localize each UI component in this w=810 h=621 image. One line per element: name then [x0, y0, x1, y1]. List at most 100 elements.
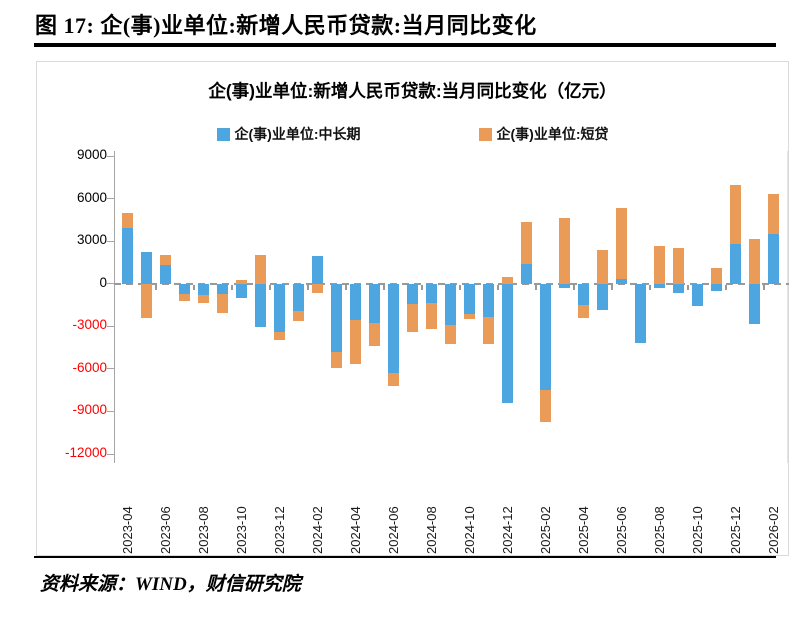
bar-medium-long-term [578, 283, 590, 306]
y-axis-label: -9000 [72, 402, 107, 418]
bar-medium-long-term [407, 283, 419, 304]
bar-short-term-loan [749, 238, 761, 284]
x-axis-tick [383, 284, 386, 290]
bar-short-term-loan [426, 302, 438, 330]
page-title: 图 17: 企(事)业单位:新增人民币贷款:当月同比变化 [35, 13, 537, 38]
bar-medium-long-term [654, 283, 666, 289]
bar-medium-long-term [160, 264, 172, 284]
y-axis-label: -12000 [64, 445, 107, 460]
x-axis-label: 2025-08 [651, 506, 667, 554]
legend-swatch-icon [216, 127, 230, 141]
x-axis-tick [611, 284, 614, 290]
bar-medium-long-term [122, 228, 134, 284]
bar-short-term-loan [198, 295, 210, 303]
bar-medium-long-term [559, 283, 571, 288]
chart-title: 企(事)业单位:新增人民币贷款:当月同比变化（亿元） [208, 81, 617, 101]
bar-medium-long-term [198, 283, 210, 296]
bar-short-term-loan [160, 254, 172, 265]
x-axis-label: 2024-06 [385, 506, 401, 554]
y-axis-label: 9000 [76, 147, 107, 162]
y-axis-label: -3000 [72, 317, 107, 333]
legend-item: 企(事)业单位:短贷 [478, 124, 609, 144]
plot-right-border [787, 151, 788, 463]
bar-medium-long-term [426, 283, 438, 303]
bar-short-term-loan [445, 324, 457, 345]
bar-short-term-loan [407, 303, 419, 332]
bar-short-term-loan [179, 294, 191, 301]
x-axis-tick [535, 284, 538, 290]
legend-label: 企(事)业单位:中长期 [234, 126, 361, 142]
bar-short-term-loan [578, 305, 590, 318]
bar-short-term-loan [540, 390, 552, 423]
x-axis-label: 2024-12 [499, 506, 515, 554]
y-axis-label: 0 [99, 274, 107, 290]
bar-medium-long-term [274, 283, 286, 332]
bar-short-term-loan [141, 283, 153, 318]
bar-short-term-loan [730, 184, 742, 244]
chart-plot-area: 9000 6000 3000 0 -3000 -6000 -9000 -12000 2023-0… [37, 62, 789, 555]
bar-medium-long-term [293, 283, 305, 311]
x-axis-label: 2024-02 [309, 506, 325, 554]
legend-swatch-icon [478, 127, 492, 141]
bar-medium-long-term [483, 283, 495, 317]
y-axis-tick [107, 325, 114, 327]
bar-medium-long-term [749, 283, 761, 325]
bar-medium-long-term [692, 283, 704, 306]
x-axis-label: 2026-02 [765, 506, 781, 554]
x-axis-tick [459, 284, 462, 290]
x-axis-tick [573, 284, 576, 290]
x-axis-tick [725, 284, 728, 290]
bar-medium-long-term [179, 283, 191, 295]
x-axis-label: 2024-10 [461, 506, 477, 554]
y-axis-tick [107, 410, 114, 412]
bar-short-term-loan [312, 283, 324, 293]
bar-short-term-loan [768, 193, 780, 234]
bar-short-term-loan [331, 351, 343, 368]
bar-short-term-loan [255, 255, 267, 284]
y-axis-tick [107, 155, 114, 157]
bar-medium-long-term [521, 264, 533, 284]
x-axis-tick [193, 284, 196, 290]
bar-medium-long-term [445, 283, 457, 325]
chart-legend: 企(事)业单位:中长期 企(事)业单位:短贷 [37, 124, 788, 144]
legend-label: 企(事)业单位:短贷 [496, 126, 609, 142]
bar-medium-long-term [141, 251, 153, 284]
bar-medium-long-term [236, 283, 248, 298]
x-axis-label: 2023-12 [271, 506, 287, 554]
x-axis-label: 2023-06 [157, 506, 173, 554]
x-axis-label: 2024-04 [347, 506, 363, 554]
bar-short-term-loan [293, 310, 305, 322]
bar-short-term-loan [521, 221, 533, 265]
bar-short-term-loan [654, 246, 666, 284]
bar-short-term-loan [464, 313, 476, 319]
x-axis-tick [345, 284, 348, 290]
x-axis-tick [269, 284, 272, 290]
bottom-divider [34, 556, 776, 558]
bar-short-term-loan [673, 247, 685, 284]
bar-medium-long-term [464, 283, 476, 314]
x-axis-tick [421, 284, 424, 290]
bar-medium-long-term [369, 283, 381, 323]
bar-short-term-loan [274, 331, 286, 341]
y-axis-tick [107, 198, 114, 200]
bar-medium-long-term [673, 283, 685, 293]
bar-medium-long-term [540, 283, 552, 391]
bar-short-term-loan [502, 276, 514, 284]
x-axis-tick [497, 284, 500, 290]
bar-medium-long-term [388, 283, 400, 373]
bar-short-term-loan [711, 267, 723, 284]
bar-short-term-loan [369, 322, 381, 347]
bar-medium-long-term [217, 283, 229, 295]
x-axis-label: 2023-10 [233, 506, 249, 554]
bar-short-term-loan [236, 279, 248, 284]
y-axis-tick [107, 453, 114, 455]
y-axis-line [114, 151, 115, 463]
x-axis-label: 2025-12 [727, 506, 743, 554]
bar-medium-long-term [255, 283, 267, 327]
x-axis-tick [649, 284, 652, 290]
title-divider [34, 43, 776, 47]
bar-short-term-loan [483, 316, 495, 345]
x-axis-tick [307, 284, 310, 290]
bar-medium-long-term [312, 256, 324, 284]
bar-medium-long-term [711, 283, 723, 291]
